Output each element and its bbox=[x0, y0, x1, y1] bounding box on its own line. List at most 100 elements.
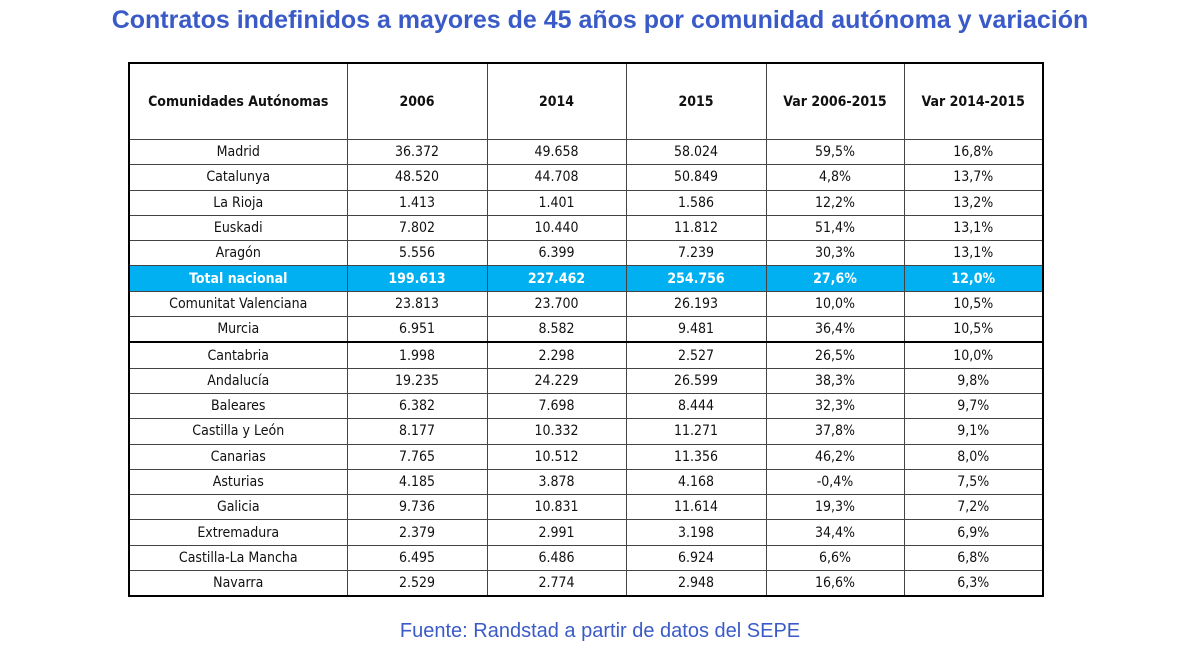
value-cell: 50.849 bbox=[625, 164, 767, 191]
value-cell: 8.444 bbox=[625, 392, 767, 420]
value-cell: 7,5% bbox=[903, 468, 1044, 496]
value-cell: 6.951 bbox=[346, 316, 488, 343]
value-cell: 6.382 bbox=[346, 392, 488, 420]
table-row: Canarias 7.765 10.512 11.356 46,2% 8,0% bbox=[128, 443, 1044, 470]
value-cell: 3.878 bbox=[486, 468, 627, 496]
value-cell: 10.440 bbox=[486, 214, 627, 242]
table-header-row: Comunidades Autónomas 2006 2014 2015 Var 200… bbox=[128, 62, 1044, 140]
value-cell: 2.948 bbox=[625, 570, 767, 597]
table-row: Aragón 5.556 6.399 7.239 30,3% 13,1% bbox=[128, 240, 1044, 267]
column-header: 2014 bbox=[486, 62, 627, 140]
value-cell: 6.399 bbox=[486, 240, 627, 267]
value-cell: 9,7% bbox=[903, 392, 1044, 420]
value-cell: 13,7% bbox=[903, 164, 1044, 191]
value-cell: 5.556 bbox=[346, 240, 488, 267]
value-cell: 2.298 bbox=[486, 341, 627, 369]
value-cell: 10,5% bbox=[903, 290, 1044, 318]
value-cell: 16,6% bbox=[765, 570, 905, 597]
total-row: Total nacional 199.613 227.462 254.756 27,6%… bbox=[128, 265, 1044, 292]
value-cell: 6,3% bbox=[903, 570, 1044, 597]
region-cell: Asturias bbox=[128, 468, 348, 496]
value-cell: 10,0% bbox=[903, 341, 1044, 369]
table-row: La Rioja 1.413 1.401 1.586 12,2% 13,2% bbox=[128, 189, 1044, 216]
value-cell: 7,2% bbox=[903, 494, 1044, 521]
table-row: Andalucía 19.235 24.229 26.599 38,3% 9,8% bbox=[128, 367, 1044, 394]
value-cell: 2.379 bbox=[346, 519, 488, 546]
value-cell: 10.332 bbox=[486, 418, 627, 445]
region-cell: Comunitat Valenciana bbox=[128, 290, 348, 318]
value-cell: 58.024 bbox=[625, 138, 767, 166]
value-cell: 16,8% bbox=[903, 138, 1044, 166]
value-cell: -0,4% bbox=[765, 468, 905, 496]
value-cell: 7.239 bbox=[625, 240, 767, 267]
value-cell: 38,3% bbox=[765, 367, 905, 394]
value-cell: 2.527 bbox=[625, 341, 767, 369]
column-header: Var 2006-2015 bbox=[765, 62, 905, 140]
value-cell: 46,2% bbox=[765, 443, 905, 470]
value-cell: 36,4% bbox=[765, 316, 905, 343]
value-cell: 6,9% bbox=[903, 519, 1044, 546]
region-cell: Baleares bbox=[128, 392, 348, 420]
region-cell: Cantabria bbox=[128, 341, 348, 369]
value-cell: 9.481 bbox=[625, 316, 767, 343]
value-cell: 26.193 bbox=[625, 290, 767, 318]
column-header: 2006 bbox=[346, 62, 488, 140]
value-cell: 30,3% bbox=[765, 240, 905, 267]
value-cell: 19,3% bbox=[765, 494, 905, 521]
table-row: Cantabria 1.998 2.298 2.527 26,5% 10,0% bbox=[128, 341, 1044, 369]
region-cell: Madrid bbox=[128, 138, 348, 166]
region-cell: Extremadura bbox=[128, 519, 348, 546]
value-cell: 7.802 bbox=[346, 214, 488, 242]
value-cell: 12,0% bbox=[903, 265, 1044, 292]
value-cell: 4.168 bbox=[625, 468, 767, 496]
value-cell: 26.599 bbox=[625, 367, 767, 394]
value-cell: 9,8% bbox=[903, 367, 1044, 394]
value-cell: 8,0% bbox=[903, 443, 1044, 470]
region-cell: Castilla y León bbox=[128, 418, 348, 445]
value-cell: 4.185 bbox=[346, 468, 488, 496]
value-cell: 9.736 bbox=[346, 494, 488, 521]
value-cell: 199.613 bbox=[346, 265, 488, 292]
value-cell: 48.520 bbox=[346, 164, 488, 191]
region-cell: Total nacional bbox=[128, 265, 348, 292]
value-cell: 6,6% bbox=[765, 544, 905, 572]
source-note: Fuente: Randstad a partir de datos del S… bbox=[399, 620, 801, 642]
value-cell: 2.991 bbox=[486, 519, 627, 546]
value-cell: 6.486 bbox=[486, 544, 627, 572]
value-cell: 10,5% bbox=[903, 316, 1044, 343]
region-cell: Castilla-La Mancha bbox=[128, 544, 348, 572]
column-header: Comunidades Autónomas bbox=[128, 62, 348, 140]
value-cell: 1.586 bbox=[625, 189, 767, 216]
region-cell: Galicia bbox=[128, 494, 348, 521]
value-cell: 13,2% bbox=[903, 189, 1044, 216]
region-cell: Andalucía bbox=[128, 367, 348, 394]
column-header: Var 2014-2015 bbox=[903, 62, 1044, 140]
value-cell: 8.582 bbox=[486, 316, 627, 343]
value-cell: 59,5% bbox=[765, 138, 905, 166]
table-row: Euskadi 7.802 10.440 11.812 51,4% 13,1% bbox=[128, 214, 1044, 242]
value-cell: 11.356 bbox=[625, 443, 767, 470]
value-cell: 11.812 bbox=[625, 214, 767, 242]
value-cell: 3.198 bbox=[625, 519, 767, 546]
value-cell: 19.235 bbox=[346, 367, 488, 394]
value-cell: 1.413 bbox=[346, 189, 488, 216]
value-cell: 8.177 bbox=[346, 418, 488, 445]
table-row: Asturias 4.185 3.878 4.168 -0,4% 7,5% bbox=[128, 468, 1044, 496]
region-cell: Murcia bbox=[128, 316, 348, 343]
region-cell: Canarias bbox=[128, 443, 348, 470]
value-cell: 2.529 bbox=[346, 570, 488, 597]
value-cell: 6.924 bbox=[625, 544, 767, 572]
value-cell: 13,1% bbox=[903, 240, 1044, 267]
value-cell: 227.462 bbox=[486, 265, 627, 292]
table-row: Galicia 9.736 10.831 11.614 19,3% 7,2% bbox=[128, 494, 1044, 521]
page-title: Contratos indefinidos a mayores de 45 añ… bbox=[111, 6, 1089, 34]
value-cell: 10.831 bbox=[486, 494, 627, 521]
table-row: Catalunya 48.520 44.708 50.849 4,8% 13,7% bbox=[128, 164, 1044, 191]
value-cell: 51,4% bbox=[765, 214, 905, 242]
table-row: Extremadura 2.379 2.991 3.198 34,4% 6,9% bbox=[128, 519, 1044, 546]
value-cell: 24.229 bbox=[486, 367, 627, 394]
value-cell: 4,8% bbox=[765, 164, 905, 191]
value-cell: 11.614 bbox=[625, 494, 767, 521]
value-cell: 23.700 bbox=[486, 290, 627, 318]
table-row: Castilla y León 8.177 10.332 11.271 37,8% 9,1… bbox=[128, 418, 1044, 445]
